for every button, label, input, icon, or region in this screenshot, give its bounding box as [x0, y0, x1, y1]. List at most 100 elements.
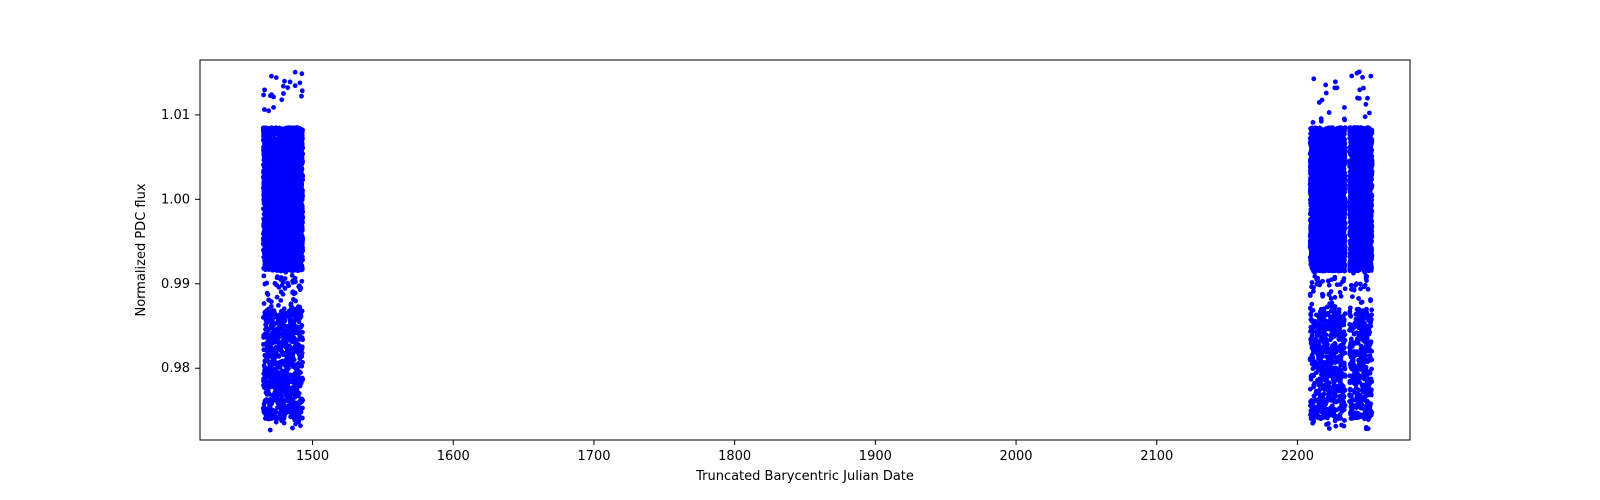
data-point — [299, 158, 304, 163]
data-point — [287, 237, 292, 242]
data-point — [299, 364, 304, 369]
data-point — [261, 93, 266, 98]
scatter-chart: 150016001700180019002000210022000.980.99… — [0, 0, 1600, 500]
x-tick-label: 1500 — [296, 449, 329, 464]
data-point — [288, 80, 293, 85]
data-point — [268, 208, 273, 213]
data-point — [284, 345, 289, 350]
data-point — [285, 85, 290, 90]
data-point — [279, 220, 284, 225]
data-point — [289, 205, 294, 210]
data-point — [283, 339, 288, 344]
data-point — [298, 423, 303, 428]
data-point — [265, 330, 270, 335]
data-point — [290, 225, 295, 230]
data-point — [300, 172, 305, 177]
data-point — [288, 379, 293, 384]
data-point — [264, 373, 269, 378]
data-point — [294, 223, 299, 228]
data-point — [283, 173, 288, 178]
data-point — [261, 129, 266, 134]
data-point — [266, 297, 271, 302]
data-point — [275, 180, 280, 185]
data-point — [290, 279, 295, 284]
data-point — [283, 236, 288, 241]
data-point — [276, 156, 281, 161]
data-point — [298, 408, 303, 413]
data-point — [288, 303, 293, 308]
data-point — [268, 264, 273, 269]
data-point — [293, 83, 298, 88]
data-point — [295, 257, 300, 262]
data-point — [269, 249, 274, 254]
data-point — [261, 406, 266, 411]
data-point — [272, 312, 277, 317]
data-point — [271, 193, 276, 198]
x-tick-label: 2200 — [1281, 449, 1314, 464]
data-point — [289, 143, 294, 148]
data-point — [300, 190, 305, 195]
x-tick-label: 1900 — [859, 449, 892, 464]
data-point — [280, 350, 285, 355]
data-point — [268, 176, 273, 181]
x-tick-label: 1800 — [718, 449, 751, 464]
data-point — [297, 319, 302, 324]
data-point — [266, 165, 271, 170]
x-tick-label: 2100 — [1140, 449, 1173, 464]
data-point — [262, 179, 267, 184]
data-point — [270, 325, 275, 330]
data-point — [277, 312, 282, 317]
data-point — [273, 141, 278, 146]
data-point — [267, 311, 272, 316]
data-point — [272, 337, 277, 342]
data-point — [293, 70, 298, 75]
x-tick-label: 1700 — [577, 449, 610, 464]
data-point — [270, 133, 275, 138]
data-point — [276, 331, 281, 336]
data-point — [299, 71, 304, 76]
data-point — [292, 418, 297, 423]
data-point — [282, 306, 287, 311]
data-point — [282, 421, 287, 426]
data-point — [266, 417, 271, 422]
data-point — [264, 139, 269, 144]
data-point — [261, 273, 266, 278]
data-point — [295, 161, 300, 166]
data-point — [297, 205, 302, 210]
data-point — [272, 410, 277, 415]
data-point — [294, 231, 299, 236]
data-point — [298, 312, 303, 317]
data-point — [273, 379, 278, 384]
data-point — [290, 329, 295, 334]
x-tick-label: 1600 — [437, 449, 470, 464]
data-point — [261, 335, 266, 340]
data-point — [283, 360, 288, 365]
data-point — [294, 135, 299, 140]
data-point — [276, 237, 281, 242]
y-tick-label: 1.00 — [161, 192, 190, 207]
data-point — [298, 197, 303, 202]
data-point — [282, 132, 287, 137]
data-point — [267, 243, 272, 248]
data-point — [277, 134, 282, 139]
data-point — [292, 322, 297, 327]
plot-border — [200, 60, 1410, 440]
x-axis-label: Truncated Barycentric Julian Date — [695, 469, 914, 484]
data-point — [267, 335, 272, 340]
data-point — [300, 266, 305, 271]
data-point — [269, 382, 274, 387]
data-point — [281, 292, 286, 297]
data-point — [269, 160, 274, 165]
data-point — [273, 374, 278, 379]
data-point — [284, 192, 289, 197]
data-point — [298, 165, 303, 170]
data-point — [262, 310, 267, 315]
data-point — [296, 413, 301, 418]
data-point — [286, 232, 291, 237]
data-point — [288, 130, 293, 135]
data-point — [281, 179, 286, 184]
data-point — [275, 415, 280, 420]
data-point — [293, 149, 298, 154]
data-point — [270, 317, 275, 322]
data-point — [263, 358, 268, 363]
